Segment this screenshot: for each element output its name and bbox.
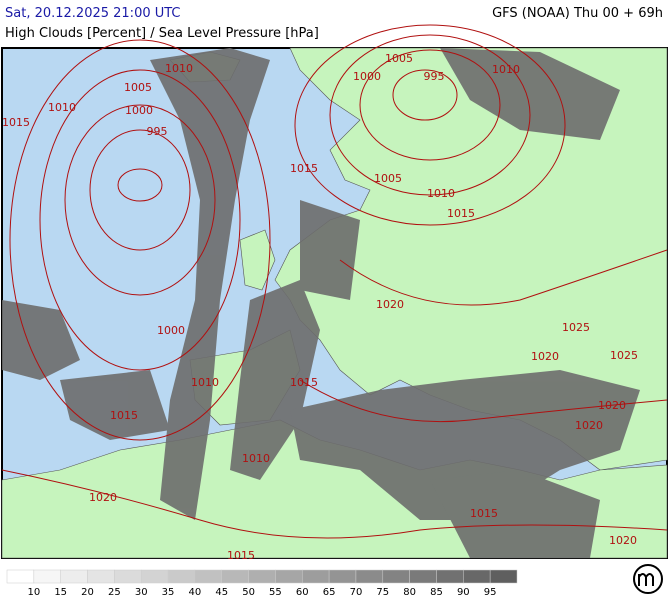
isobar-label: 1010	[165, 62, 193, 75]
model-label: GFS (NOAA) Thu 00 + 69h	[492, 6, 663, 21]
isobar-label: 1025	[610, 349, 638, 362]
legend-label: 80	[403, 587, 416, 598]
isobar-label: 1015	[290, 162, 318, 175]
isobar-label: 1010	[191, 376, 219, 389]
legend-label: 10	[27, 587, 40, 598]
legend-swatch	[194, 569, 222, 584]
isobar-label: 1020	[531, 350, 559, 363]
cloud-band	[230, 280, 320, 480]
legend-swatch	[436, 569, 464, 584]
legend-swatch	[221, 569, 249, 584]
legend-label: 25	[108, 587, 121, 598]
isobar-label: 1015	[2, 116, 30, 129]
logo-mark	[638, 573, 654, 586]
isobar-label: 1000	[125, 104, 153, 117]
legend-label: 55	[269, 587, 282, 598]
isobar-label: 1015	[110, 409, 138, 422]
isobar	[294, 24, 566, 226]
isobar-label: 1020	[89, 491, 117, 504]
isobar-label: 1010	[48, 101, 76, 114]
legend-label: 70	[350, 587, 363, 598]
legend-swatch	[114, 569, 142, 584]
isobars	[1, 24, 668, 539]
legend-label: 30	[135, 587, 148, 598]
isobar-label: 1015	[290, 376, 318, 389]
isobar-label: 1000	[157, 324, 185, 337]
legend-swatch	[167, 569, 196, 584]
isobar-labels: 1010 1005 1010 1015 1000 995 1005 995 1000 1010 10…	[2, 52, 638, 562]
isobar-label: 1000	[353, 70, 381, 83]
legend-label: 40	[189, 587, 202, 598]
isobar	[39, 69, 241, 371]
isobar	[89, 129, 191, 251]
isobar	[299, 379, 668, 423]
isobar	[9, 39, 271, 441]
legend-label: 75	[376, 587, 389, 598]
legend-label: 15	[54, 587, 67, 598]
cloud-band	[290, 370, 640, 520]
legend-label: 85	[430, 587, 443, 598]
isobar-label: 1005	[374, 172, 402, 185]
legend-label: 90	[457, 587, 470, 598]
legend-label: 35	[162, 587, 175, 598]
legend-swatch	[87, 569, 115, 584]
isobar-label: 1010	[492, 63, 520, 76]
isobar-label: 995	[147, 125, 168, 138]
legend-label: 60	[296, 587, 309, 598]
legend: 10 15 20 25 30 35 40 45 50 55 60 65 70 75 80 85 90 95	[6, 569, 518, 598]
isobar	[359, 49, 501, 161]
legend-swatch	[140, 569, 169, 584]
cloud-band	[300, 200, 360, 300]
isobar-label: 1020	[575, 419, 603, 432]
isobar-label: 1010	[427, 187, 455, 200]
legend-swatch	[33, 569, 61, 584]
logo-circle	[633, 564, 663, 594]
cloud-band	[2, 300, 80, 380]
isobar	[1, 469, 668, 539]
isobar	[117, 168, 163, 202]
legend-swatch	[463, 569, 491, 584]
legend-swatch	[409, 569, 437, 584]
time-label: Sat, 20.12.2025 21:00 UTC	[5, 6, 181, 21]
legend-swatch	[60, 569, 88, 584]
isobar	[329, 34, 531, 196]
legend-label: 50	[242, 587, 255, 598]
legend-swatch	[302, 569, 330, 584]
legend-label: 20	[81, 587, 94, 598]
isobar	[392, 69, 458, 121]
isobar-label: 1020	[598, 399, 626, 412]
isobar-label: 995	[424, 70, 445, 83]
legend-swatch	[248, 569, 276, 584]
high-clouds	[2, 48, 640, 558]
isobar-label: 1005	[385, 52, 413, 65]
isobar-label: 1010	[242, 452, 270, 465]
legend-swatch	[328, 569, 357, 584]
map-title: High Clouds [Percent] / Sea Level Pressu…	[5, 26, 319, 41]
cloud-band	[150, 48, 270, 520]
logo	[633, 564, 663, 594]
legend-swatch	[6, 569, 35, 584]
cloud-band	[430, 470, 600, 558]
isobar-label: 1020	[609, 534, 637, 547]
legend-swatch	[489, 569, 518, 584]
isobar-label: 1020	[376, 298, 404, 311]
isobar	[339, 249, 668, 306]
legend-label: 45	[215, 587, 228, 598]
isobar-label: 1005	[124, 81, 152, 94]
legend-swatch	[275, 569, 303, 584]
isobar-label: 1025	[562, 321, 590, 334]
isobar	[64, 104, 216, 296]
isobar-label: 1015	[227, 549, 255, 562]
isobar-label: 1015	[447, 207, 475, 220]
isobar-label: 1015	[470, 507, 498, 520]
legend-swatch	[355, 569, 384, 584]
legend-label: 95	[484, 587, 497, 598]
legend-swatch	[382, 569, 410, 584]
legend-label: 65	[323, 587, 336, 598]
